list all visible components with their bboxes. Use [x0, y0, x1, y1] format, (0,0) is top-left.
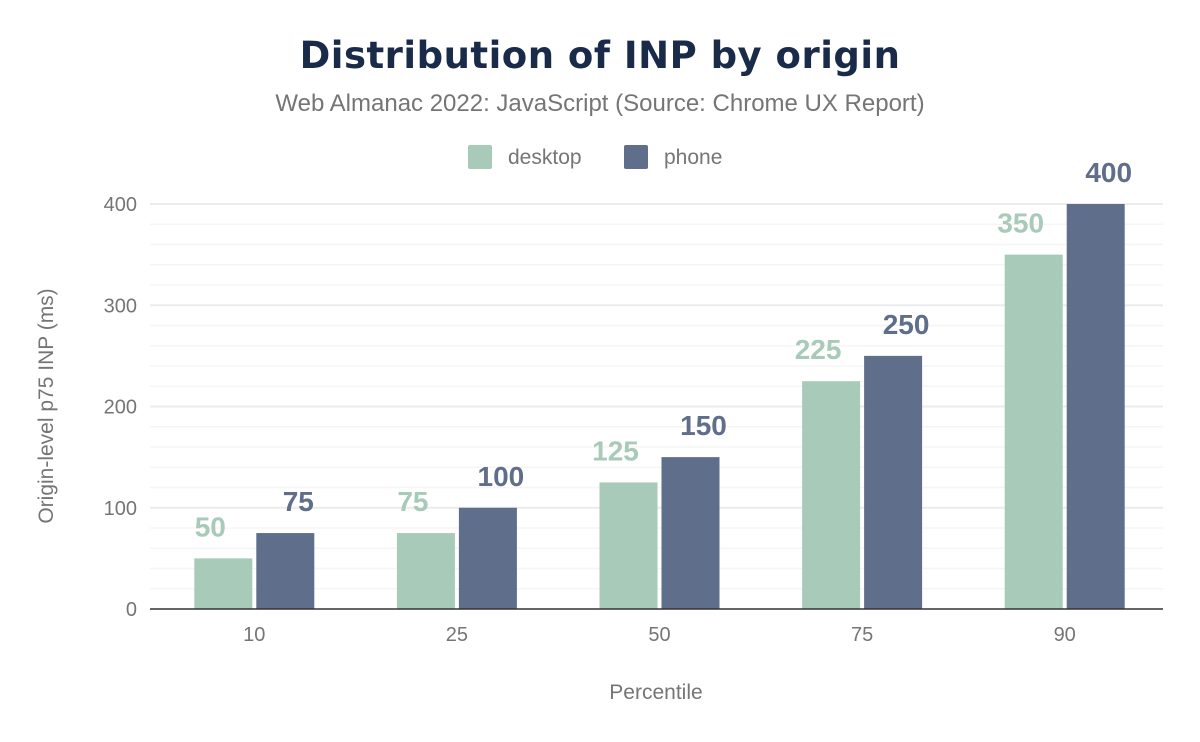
data-label-phone: 400 [1085, 157, 1132, 188]
legend-swatch-desktop [468, 145, 492, 169]
legend-label-desktop: desktop [508, 146, 582, 169]
x-axis-title: Percentile [609, 681, 702, 704]
legend-swatch-phone [624, 145, 648, 169]
bar-phone [661, 457, 720, 609]
data-label-desktop: 75 [397, 486, 428, 517]
y-tick-label: 300 [104, 295, 137, 317]
bar-desktop [1004, 254, 1063, 609]
y-tick-label: 100 [104, 498, 137, 520]
bar-desktop [599, 482, 658, 609]
data-label-desktop: 225 [795, 334, 842, 365]
bar-desktop [194, 558, 253, 609]
x-tick-label: 10 [243, 624, 265, 646]
bar-desktop [396, 533, 455, 609]
bar-phone [256, 533, 315, 609]
y-tick-label: 400 [104, 194, 137, 216]
legend-label-phone: phone [664, 146, 722, 169]
data-label-phone: 75 [283, 486, 314, 517]
data-label-phone: 100 [478, 461, 525, 492]
data-label-desktop: 50 [195, 511, 226, 542]
bar-phone [864, 355, 923, 609]
x-tick-label: 90 [1054, 624, 1076, 646]
x-tick-label: 75 [851, 624, 873, 646]
chart-title: Distribution of INP by origin [299, 34, 901, 77]
data-label-desktop: 125 [592, 435, 639, 466]
y-tick-label: 0 [126, 599, 137, 621]
y-tick-label: 200 [104, 397, 137, 419]
y-axis-title: Origin-level p75 INP (ms) [35, 288, 58, 523]
data-label-phone: 150 [680, 410, 727, 441]
bar-phone [1066, 204, 1125, 609]
bar-desktop [802, 381, 861, 609]
chart-subtitle: Web Almanac 2022: JavaScript (Source: Ch… [275, 90, 925, 117]
data-label-phone: 250 [883, 309, 930, 340]
x-tick-label: 50 [648, 624, 670, 646]
data-label-desktop: 350 [997, 208, 1044, 239]
x-tick-label: 25 [446, 624, 468, 646]
bar-phone [458, 507, 517, 609]
